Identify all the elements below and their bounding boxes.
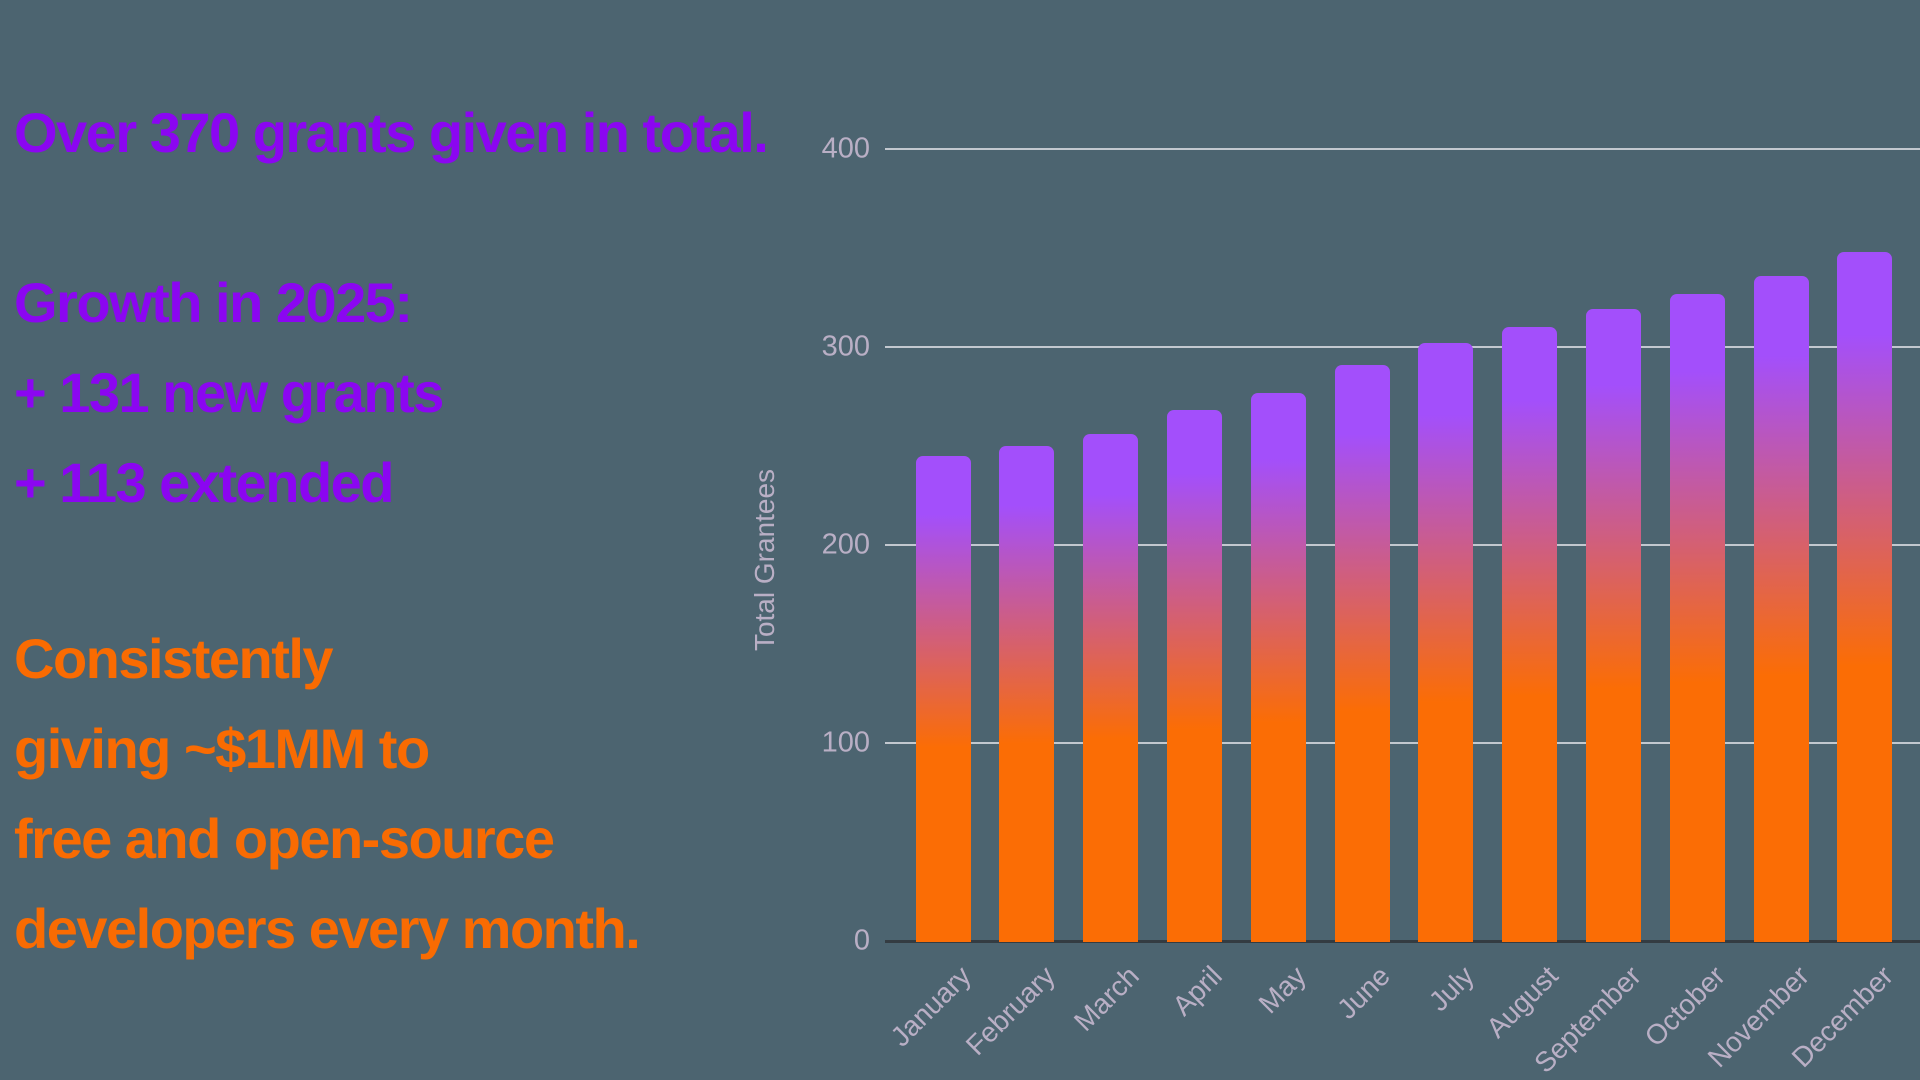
- y-tick-label-400: 400: [821, 132, 870, 165]
- bar-february: [999, 446, 1055, 942]
- x-tick-label-february: February: [959, 960, 1061, 1062]
- x-tick-label-march: March: [1067, 960, 1145, 1037]
- total-grants-line: Over 370 grants given in total.: [14, 101, 769, 164]
- y-tick-label-0: 0: [853, 924, 870, 957]
- x-tick-label-may: May: [1252, 960, 1313, 1020]
- y-axis-title: Total Grantees: [749, 468, 780, 652]
- x-tick-label-july: July: [1422, 960, 1480, 1018]
- total-grants-headline: Over 370 grants given in total.: [14, 88, 769, 178]
- bar-april: [1166, 410, 1222, 942]
- giving-line-4: developers every month.: [14, 897, 641, 960]
- bar-june: [1334, 365, 1390, 942]
- bar-may: [1250, 393, 1306, 942]
- giving-line-3: free and open-source: [14, 807, 555, 870]
- y-tick-label-200: 200: [821, 528, 870, 561]
- growth-2025-block: Growth in 2025: + 131 new grants + 113 e…: [14, 258, 444, 528]
- giving-line-2: giving ~$1MM to: [14, 717, 430, 780]
- new-grants-line: + 131 new grants: [14, 361, 444, 424]
- x-axis-line: [885, 940, 1920, 943]
- bar-december: [1837, 252, 1893, 942]
- giving-statement-block: Consistently giving ~$1MM to free and op…: [14, 614, 641, 974]
- y-tick-label-300: 300: [821, 330, 870, 363]
- bar-november: [1753, 276, 1809, 942]
- x-tick-label-june: June: [1331, 960, 1396, 1025]
- x-tick-label-april: April: [1166, 960, 1229, 1022]
- gridline-400: [885, 148, 1920, 150]
- bar-august: [1502, 327, 1558, 942]
- bar-january: [915, 456, 971, 942]
- bar-july: [1418, 343, 1474, 942]
- gridline-300: [885, 346, 1920, 348]
- bar-october: [1669, 294, 1725, 942]
- bar-march: [1083, 434, 1139, 942]
- giving-line-1: Consistently: [14, 627, 334, 690]
- y-tick-label-100: 100: [821, 726, 870, 759]
- growth-title-line: Growth in 2025:: [14, 271, 413, 334]
- extended-grants-line: + 113 extended: [14, 451, 395, 514]
- bar-september: [1585, 309, 1641, 942]
- gridline-100: [885, 742, 1920, 744]
- gridline-200: [885, 544, 1920, 546]
